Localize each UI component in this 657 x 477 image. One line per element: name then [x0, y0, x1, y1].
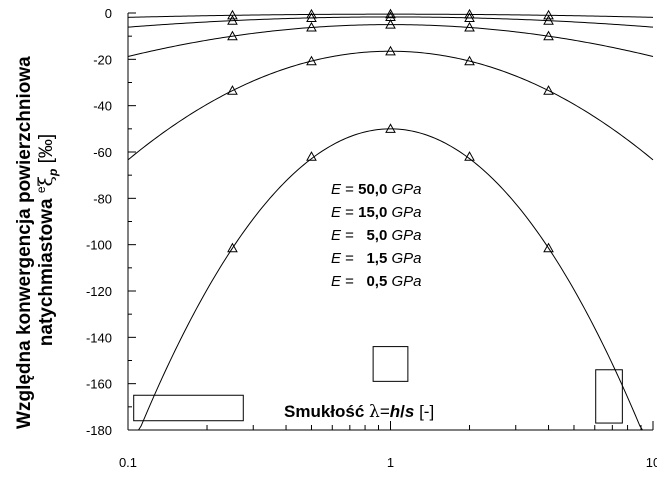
triangle-marker	[464, 8, 475, 19]
legend-entry: E = 0,5 GPa	[331, 273, 422, 290]
series-line	[127, 13, 654, 18]
legend-entry: E = 50,0 GPa	[331, 181, 422, 198]
y-tick-label: -180	[86, 423, 112, 438]
triangle-marker	[227, 242, 238, 253]
y-tick-label: -160	[86, 377, 112, 392]
y-tick-label: -80	[93, 191, 112, 206]
triangle-marker	[543, 85, 554, 95]
series-line	[127, 16, 654, 28]
y-tick-label: -60	[93, 145, 112, 160]
legend-entry: E = 15,0 GPa	[331, 204, 422, 221]
y-tick-label: -20	[93, 52, 112, 67]
triangle-marker	[306, 151, 317, 161]
tall-rectangle-icon	[595, 369, 623, 424]
triangle-marker	[306, 8, 317, 19]
y-axis-label-line2: natychmiastowa eξp [‰]	[34, 134, 60, 346]
series-line	[127, 50, 654, 161]
wide-rectangle-icon	[133, 394, 244, 422]
triangle-marker	[543, 30, 554, 41]
triangle-marker	[227, 9, 238, 20]
series-lines	[127, 13, 654, 431]
triangle-marker	[543, 9, 554, 20]
x-tick-label: 0.1	[119, 455, 137, 470]
triangle-marker	[464, 21, 475, 32]
triangle-marker	[464, 55, 475, 66]
legend-entry: E = 1,5 GPa	[331, 250, 422, 267]
data-markers	[227, 8, 554, 253]
triangle-marker	[306, 55, 317, 66]
triangle-marker	[385, 123, 396, 133]
triangle-marker	[543, 15, 554, 25]
square-icon	[372, 346, 409, 382]
legend: E = 50,0 GPa E = 15,0 GPa E = 5,0 GPa E = 1…	[331, 181, 422, 290]
x-tick-label: 10	[646, 455, 657, 470]
slenderness-icons	[133, 346, 623, 424]
x-axis-label: Smukłość λ=h/s [-]	[284, 402, 434, 422]
triangle-marker	[385, 19, 396, 29]
legend-entry: E = 5,0 GPa	[331, 227, 422, 244]
series-line	[127, 24, 654, 58]
y-tick-label: -100	[86, 238, 112, 253]
y-tick-label: -120	[86, 284, 112, 299]
y-axis-ticks: 0 -20 -40 -60 -80 -100 -120 -140 -160 -180	[86, 6, 136, 438]
plot-area	[127, 13, 653, 431]
triangle-marker	[227, 85, 238, 95]
x-tick-label: 1	[387, 455, 394, 470]
triangle-marker	[464, 151, 475, 161]
triangle-marker	[306, 12, 317, 22]
series-line	[128, 128, 653, 431]
triangle-marker	[306, 21, 317, 32]
triangle-marker	[227, 15, 238, 25]
triangle-marker	[385, 45, 396, 56]
triangle-marker	[543, 242, 554, 253]
y-tick-label: -40	[93, 99, 112, 114]
triangle-marker	[227, 30, 238, 41]
y-axis-label-line1: Względna konwergencja powierzchniowa	[14, 56, 35, 429]
y-axis-label: Względna konwergencja powierzchniowa nat…	[14, 51, 60, 429]
y-tick-label: 0	[105, 6, 112, 21]
x-axis-ticks: 0.1 1 10	[119, 421, 657, 470]
triangle-marker	[464, 12, 475, 22]
triangle-marker	[385, 8, 396, 19]
y-tick-label: -140	[86, 330, 112, 345]
